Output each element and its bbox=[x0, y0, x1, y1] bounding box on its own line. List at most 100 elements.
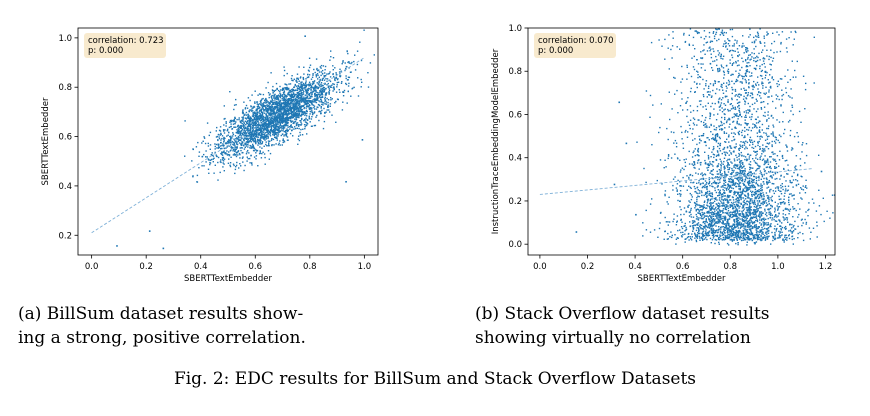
scatter-point bbox=[267, 124, 270, 126]
scatter-point bbox=[251, 138, 254, 140]
scatter-point bbox=[744, 239, 746, 241]
scatter-point-outlier bbox=[345, 180, 347, 183]
scatter-point bbox=[295, 100, 297, 103]
scatter-point bbox=[255, 128, 257, 130]
scatter-point bbox=[699, 83, 701, 85]
scatter-point bbox=[278, 129, 280, 131]
scatter-point bbox=[262, 97, 264, 100]
scatter-point bbox=[326, 78, 329, 80]
scatter-point bbox=[302, 82, 305, 85]
scatter-point bbox=[315, 116, 317, 118]
scatter-point bbox=[716, 150, 719, 152]
scatter-point bbox=[299, 124, 301, 126]
scatter-point bbox=[671, 45, 674, 47]
scatter-point bbox=[761, 150, 763, 152]
scatter-point bbox=[245, 135, 248, 137]
scatter-point bbox=[724, 229, 727, 231]
scatter-point bbox=[327, 85, 330, 87]
scatter-point bbox=[214, 151, 216, 154]
scatter-point bbox=[309, 100, 311, 102]
scatter-point bbox=[753, 42, 756, 44]
scatter-point bbox=[738, 133, 740, 135]
scatter-point bbox=[293, 101, 295, 103]
scatter-point bbox=[257, 120, 259, 122]
scatter-point bbox=[198, 167, 200, 169]
scatter-point bbox=[280, 108, 282, 110]
scatter-point bbox=[761, 198, 763, 200]
scatter-point bbox=[251, 94, 253, 96]
scatter-point bbox=[701, 228, 704, 230]
scatter-point bbox=[724, 236, 727, 239]
scatter-point bbox=[296, 98, 298, 100]
scatter-point bbox=[271, 144, 273, 147]
scatter-point bbox=[334, 79, 336, 82]
scatter-point bbox=[768, 142, 771, 144]
scatter-point bbox=[298, 92, 300, 94]
scatter-point bbox=[781, 154, 784, 157]
scatter-point bbox=[291, 126, 294, 129]
scatter-point bbox=[716, 154, 718, 156]
scatter-point bbox=[245, 153, 248, 155]
scatter-point bbox=[718, 52, 721, 54]
scatter-point bbox=[266, 125, 268, 128]
scatter-point bbox=[285, 129, 287, 132]
scatter-point bbox=[716, 176, 719, 178]
scatter-point bbox=[741, 66, 743, 69]
scatter-point bbox=[279, 120, 281, 122]
scatter-point bbox=[744, 202, 746, 205]
scatter-point bbox=[239, 147, 241, 149]
scatter-point bbox=[704, 173, 706, 175]
scatter-point bbox=[747, 177, 749, 180]
scatter-point bbox=[234, 126, 236, 128]
scatter-point bbox=[780, 135, 782, 138]
scatter-point bbox=[322, 91, 324, 93]
scatter-point bbox=[263, 109, 265, 111]
scatter-point bbox=[734, 39, 736, 41]
scatter-point bbox=[272, 130, 274, 132]
scatter-point bbox=[322, 87, 324, 89]
scatter-point bbox=[826, 210, 828, 212]
scatter-point bbox=[268, 143, 270, 145]
scatter-point bbox=[282, 120, 284, 122]
scatter-point bbox=[268, 96, 270, 99]
scatter-point bbox=[253, 138, 255, 140]
scatter-point bbox=[235, 121, 237, 123]
scatter-point bbox=[677, 193, 679, 195]
scatter-point bbox=[242, 144, 244, 146]
scatter-point bbox=[238, 136, 240, 139]
scatter-point bbox=[286, 88, 288, 91]
scatter-point bbox=[715, 234, 717, 237]
scatter-point bbox=[276, 139, 278, 141]
scatter-point bbox=[696, 237, 699, 239]
scatter-point bbox=[770, 175, 772, 177]
scatter-point bbox=[768, 197, 770, 199]
regression-line bbox=[91, 57, 365, 234]
scatter-point bbox=[736, 165, 738, 167]
scatter-point bbox=[744, 187, 746, 189]
scatter-point bbox=[710, 242, 712, 244]
scatter-point bbox=[240, 165, 242, 167]
scatter-point bbox=[316, 97, 318, 99]
scatter-point bbox=[698, 229, 700, 232]
scatter-point bbox=[320, 93, 322, 95]
scatter-point bbox=[318, 92, 320, 94]
scatter-point bbox=[250, 136, 252, 138]
scatter-point bbox=[725, 85, 727, 87]
scatter-point bbox=[266, 108, 269, 110]
scatter-point bbox=[833, 194, 836, 196]
scatter-point bbox=[314, 100, 317, 102]
scatter-point bbox=[710, 40, 712, 42]
scatter-point bbox=[720, 228, 722, 230]
scatter-point bbox=[717, 113, 719, 115]
scatter-point bbox=[287, 110, 289, 112]
scatter-point bbox=[254, 90, 256, 92]
scatter-point bbox=[256, 101, 259, 103]
scatter-point bbox=[277, 122, 279, 124]
scatter-point bbox=[320, 64, 323, 67]
scatter-point bbox=[717, 184, 719, 187]
scatter-point bbox=[719, 205, 721, 207]
scatter-point bbox=[276, 116, 278, 118]
scatter-point bbox=[254, 122, 257, 125]
scatter-point bbox=[279, 100, 281, 103]
scatter-point bbox=[304, 99, 306, 102]
